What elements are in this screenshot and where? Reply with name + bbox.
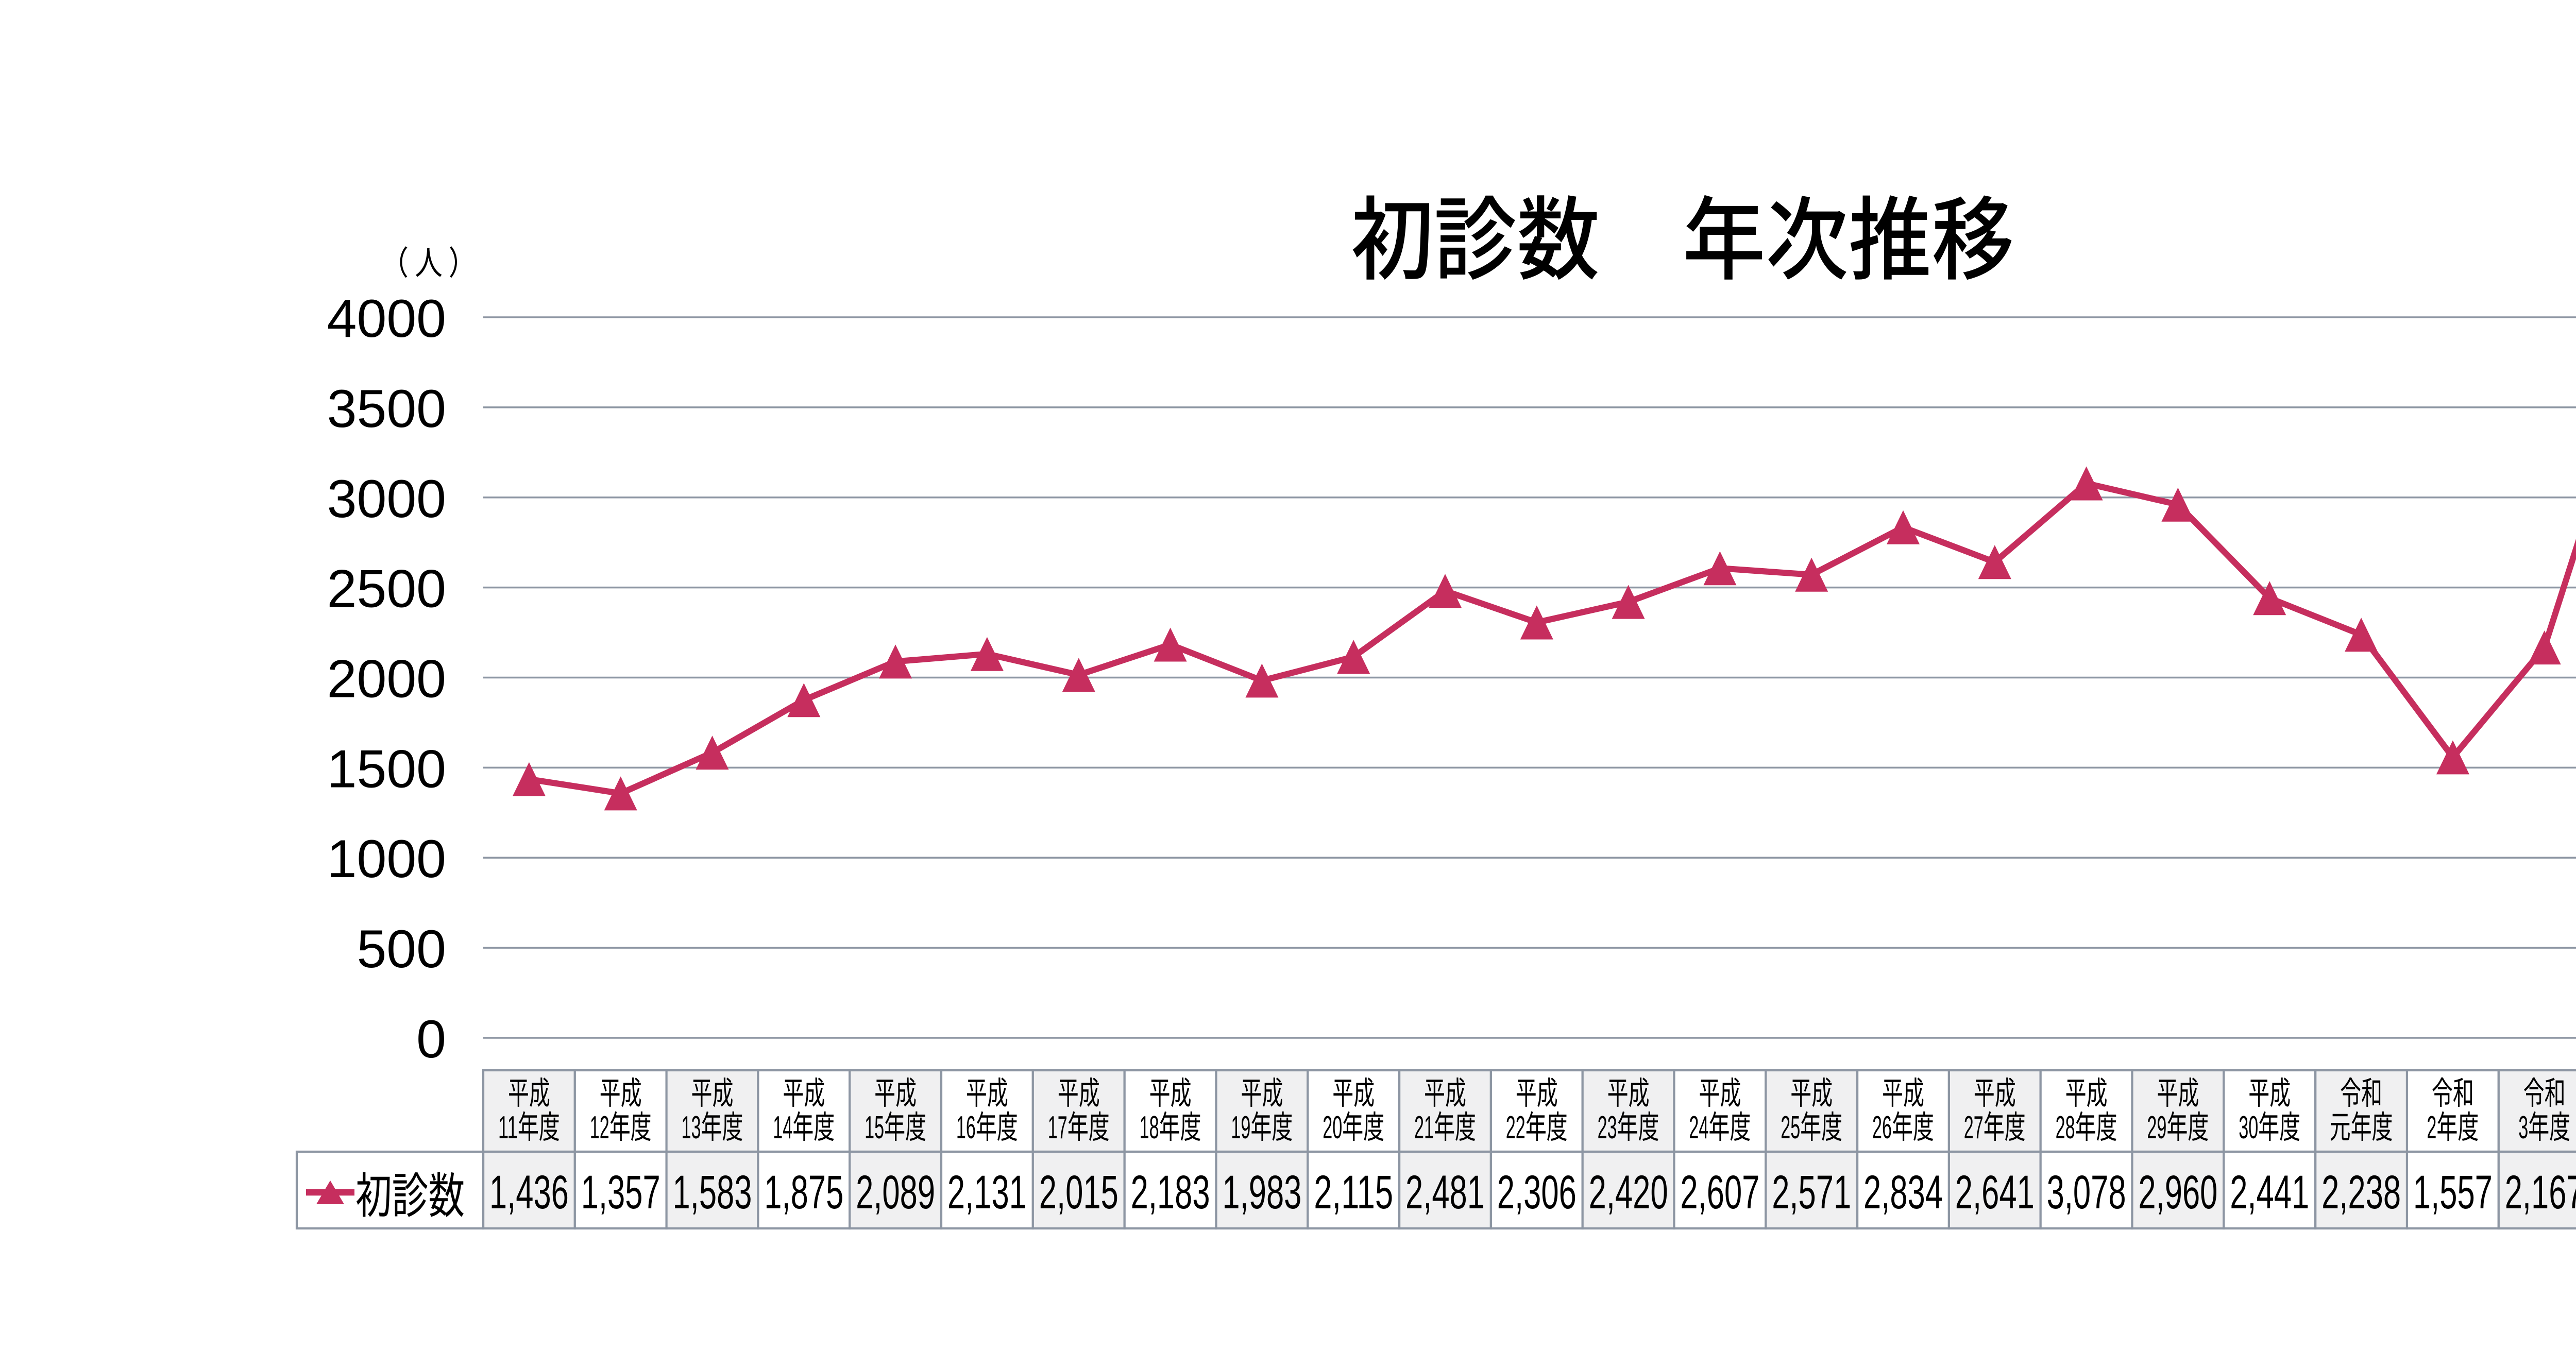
svg-text:2,607: 2,607	[1680, 1166, 1759, 1219]
svg-text:1500: 1500	[327, 739, 446, 799]
svg-text:3000: 3000	[327, 469, 446, 529]
svg-text:21: 21	[1414, 1110, 1434, 1145]
svg-text:27: 27	[1964, 1110, 1984, 1145]
svg-text:18: 18	[1140, 1110, 1159, 1145]
svg-text:2,089: 2,089	[856, 1166, 935, 1219]
svg-text:28: 28	[2056, 1110, 2075, 1145]
svg-text:2,960: 2,960	[2138, 1166, 2217, 1219]
svg-text:2,115: 2,115	[1314, 1166, 1393, 1219]
svg-text:2,571: 2,571	[1772, 1166, 1851, 1219]
svg-text:1,557: 1,557	[2413, 1166, 2493, 1219]
svg-text:1,436: 1,436	[489, 1166, 569, 1219]
svg-text:2,167: 2,167	[2505, 1166, 2576, 1219]
svg-text:22: 22	[1506, 1110, 1526, 1145]
svg-text:11: 11	[498, 1110, 518, 1145]
svg-text:29: 29	[2147, 1110, 2166, 1145]
svg-text:2,015: 2,015	[1039, 1166, 1118, 1219]
svg-text:1,583: 1,583	[673, 1166, 752, 1219]
svg-text:16: 16	[956, 1110, 976, 1145]
svg-text:1,875: 1,875	[764, 1166, 843, 1219]
svg-text:2,131: 2,131	[947, 1166, 1027, 1219]
svg-text:25: 25	[1781, 1110, 1800, 1145]
svg-text:3: 3	[2518, 1110, 2528, 1145]
svg-text:0: 0	[416, 1010, 446, 1069]
svg-text:2000: 2000	[327, 649, 446, 709]
svg-text:1000: 1000	[327, 829, 446, 889]
svg-text:2,183: 2,183	[1131, 1166, 1210, 1219]
svg-text:26: 26	[1872, 1110, 1892, 1145]
svg-text:2: 2	[2427, 1110, 2436, 1145]
svg-text:500: 500	[357, 919, 446, 979]
svg-text:15: 15	[865, 1110, 884, 1145]
svg-text:2,641: 2,641	[1955, 1166, 2035, 1219]
svg-text:2,420: 2,420	[1589, 1166, 1668, 1219]
svg-text:12: 12	[590, 1110, 609, 1145]
svg-text:19: 19	[1231, 1110, 1250, 1145]
svg-text:2,238: 2,238	[2321, 1166, 2401, 1219]
svg-text:2,481: 2,481	[1405, 1166, 1485, 1219]
svg-text:17: 17	[1048, 1110, 1067, 1145]
svg-text:4000: 4000	[327, 289, 446, 349]
svg-text:1,357: 1,357	[581, 1166, 660, 1219]
svg-text:2,306: 2,306	[1497, 1166, 1577, 1219]
svg-text:1,983: 1,983	[1222, 1166, 1301, 1219]
svg-text:23: 23	[1598, 1110, 1617, 1145]
svg-text:24: 24	[1689, 1110, 1708, 1145]
svg-text:3,078: 3,078	[2047, 1166, 2126, 1219]
svg-text:14: 14	[773, 1110, 792, 1145]
svg-text:20: 20	[1323, 1110, 1342, 1145]
svg-text:3500: 3500	[327, 379, 446, 439]
svg-text:2,834: 2,834	[1863, 1166, 1943, 1219]
svg-text:30: 30	[2239, 1110, 2258, 1145]
svg-text:13: 13	[682, 1110, 701, 1145]
svg-text:2,441: 2,441	[2230, 1166, 2309, 1219]
svg-text:2500: 2500	[327, 559, 446, 619]
